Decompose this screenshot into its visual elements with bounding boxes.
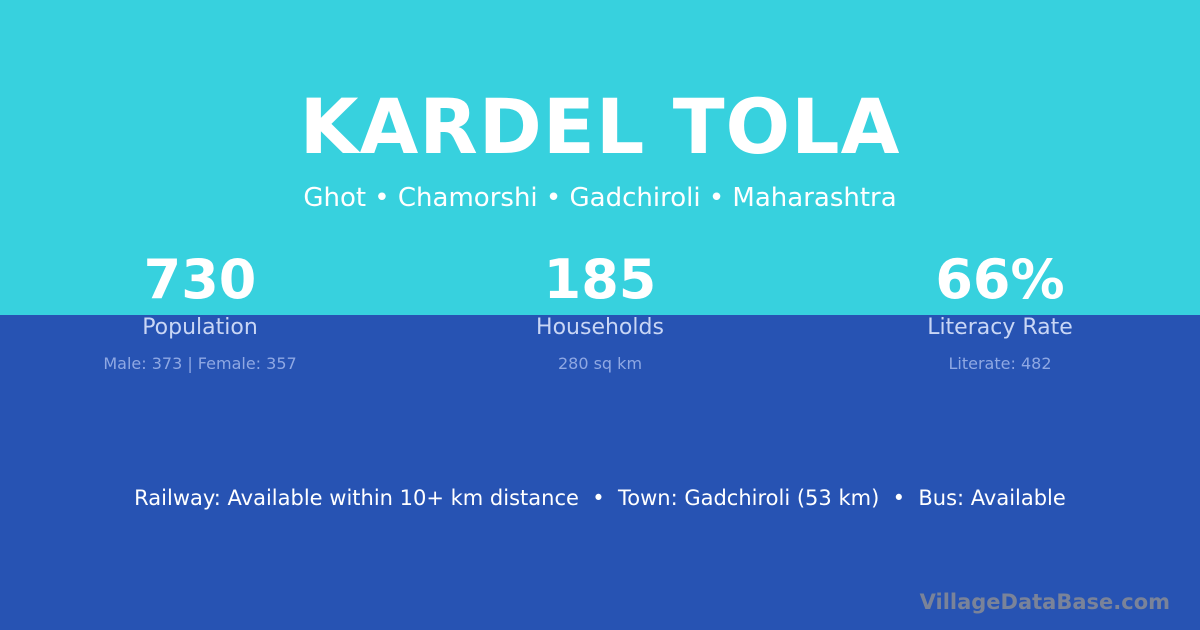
- stat-value: 185: [543, 248, 657, 311]
- stat-label: Households: [536, 315, 664, 340]
- stat-value: 66%: [935, 248, 1065, 311]
- body-band: [0, 315, 1200, 630]
- stat-label: Population: [142, 315, 258, 340]
- location-breadcrumb: Ghot • Chamorshi • Gadchiroli • Maharash…: [303, 183, 897, 213]
- stat-value: 730: [143, 248, 257, 311]
- village-title: KARDEL TOLA: [299, 82, 901, 171]
- stat-label: Literacy Rate: [927, 315, 1073, 340]
- header-band: [0, 0, 1200, 315]
- stat-detail: Male: 373 | Female: 357: [103, 354, 297, 373]
- stat-detail: 280 sq km: [557, 354, 643, 373]
- stat-detail: Literate: 482: [948, 354, 1052, 373]
- connectivity-info: Railway: Available within 10+ km distanc…: [134, 486, 1066, 510]
- watermark: VillageDataBase.com: [919, 590, 1170, 614]
